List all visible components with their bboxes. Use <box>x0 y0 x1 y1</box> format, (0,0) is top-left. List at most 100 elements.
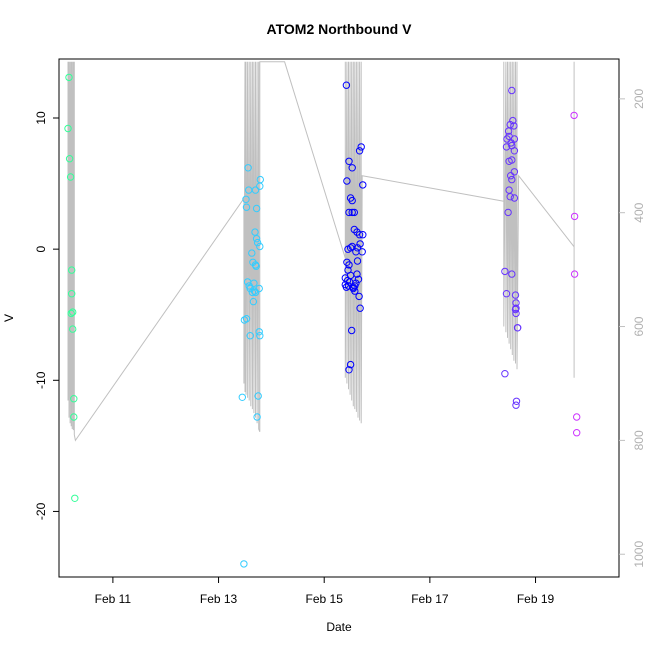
data-point <box>507 172 515 180</box>
data-point <box>346 360 355 369</box>
data-point <box>510 122 518 130</box>
x-tick-label: Feb 17 <box>411 592 449 606</box>
series-3 <box>501 86 522 409</box>
data-point <box>348 242 356 251</box>
data-point <box>68 290 76 298</box>
data-point <box>501 267 509 276</box>
data-point <box>69 325 77 333</box>
data-point <box>570 111 578 120</box>
data-point <box>510 135 519 143</box>
data-point <box>510 147 519 155</box>
x-tick-label: Feb 13 <box>200 592 238 606</box>
data-point <box>345 366 353 374</box>
secondary-line-0 <box>67 61 575 442</box>
data-point <box>251 228 259 236</box>
data-point <box>357 143 365 151</box>
data-point <box>508 86 516 95</box>
data-point <box>252 204 261 213</box>
data-point <box>256 242 264 251</box>
data-point <box>345 261 353 269</box>
data-point <box>510 194 519 202</box>
data-point <box>251 186 260 194</box>
data-point <box>356 304 364 312</box>
data-point <box>359 181 367 189</box>
data-point <box>353 270 361 278</box>
x-tick-label: Feb 19 <box>517 592 555 606</box>
data-point <box>511 291 520 299</box>
data-point <box>506 193 514 201</box>
data-point <box>502 143 511 151</box>
data-point <box>250 279 258 287</box>
data-point <box>242 203 251 211</box>
data-point <box>348 326 356 335</box>
data-point <box>240 316 249 324</box>
data-point <box>254 392 262 400</box>
data-point <box>570 270 579 278</box>
data-point <box>255 284 263 293</box>
data-point <box>67 309 75 318</box>
data-point <box>348 208 356 217</box>
data-point <box>65 155 74 163</box>
data-point <box>512 304 520 312</box>
data-point <box>353 257 362 265</box>
data-point <box>242 195 250 204</box>
data-point <box>508 270 516 278</box>
plot-frame <box>58 58 620 578</box>
y-tick-label: -20 <box>34 502 48 520</box>
data-point <box>256 332 264 340</box>
data-point <box>348 196 356 205</box>
data-point <box>508 156 516 164</box>
data-point <box>256 175 264 184</box>
data-point <box>343 177 351 185</box>
y2-tick-label: 400 <box>632 202 646 222</box>
data-point <box>512 401 520 409</box>
data-point <box>509 116 517 125</box>
data-point <box>70 413 78 421</box>
data-point <box>246 332 254 340</box>
data-point <box>244 164 252 172</box>
data-point <box>249 258 257 266</box>
x-tick-label: Feb 15 <box>306 592 344 606</box>
data-point <box>358 248 366 256</box>
data-point <box>342 283 351 291</box>
series-4 <box>570 111 581 437</box>
data-point <box>70 395 78 403</box>
x-tick-label: Feb 11 <box>95 592 132 606</box>
y2-tick-label: 200 <box>632 89 646 109</box>
data-point <box>359 231 367 239</box>
plot-inner <box>64 61 581 568</box>
data-point <box>355 147 364 155</box>
data-point <box>353 244 362 252</box>
data-point <box>240 560 248 568</box>
data-point <box>345 157 353 166</box>
chart-title: ATOM2 Northbound V <box>267 21 413 37</box>
data-point <box>342 81 351 89</box>
data-point <box>251 288 260 297</box>
y2-tick-label: 1000 <box>632 541 646 568</box>
data-point <box>351 282 359 290</box>
data-point <box>346 244 355 252</box>
data-point <box>348 164 356 172</box>
data-point <box>255 328 263 336</box>
y2-tick-label: 800 <box>632 430 646 450</box>
axes: Feb 11 Feb 13 Feb 15 Feb 17 Feb 19 -20 -10 0 10 2… <box>34 58 646 606</box>
data-point <box>573 429 581 437</box>
data-point <box>238 393 247 401</box>
data-point <box>345 208 353 217</box>
data-point <box>508 175 516 184</box>
data-point <box>248 288 257 297</box>
y-tick-label: -10 <box>34 371 48 389</box>
data-point <box>504 208 512 217</box>
data-point <box>69 308 77 316</box>
data-point <box>510 168 519 176</box>
series-2 <box>341 81 367 374</box>
data-point <box>512 309 520 318</box>
data-point <box>249 297 258 306</box>
data-point <box>350 208 358 217</box>
x-axis-label: Date <box>326 620 352 634</box>
data-point <box>355 292 363 301</box>
data-point <box>248 249 256 257</box>
y-tick-label: 10 <box>34 111 48 125</box>
data-point <box>512 397 521 405</box>
